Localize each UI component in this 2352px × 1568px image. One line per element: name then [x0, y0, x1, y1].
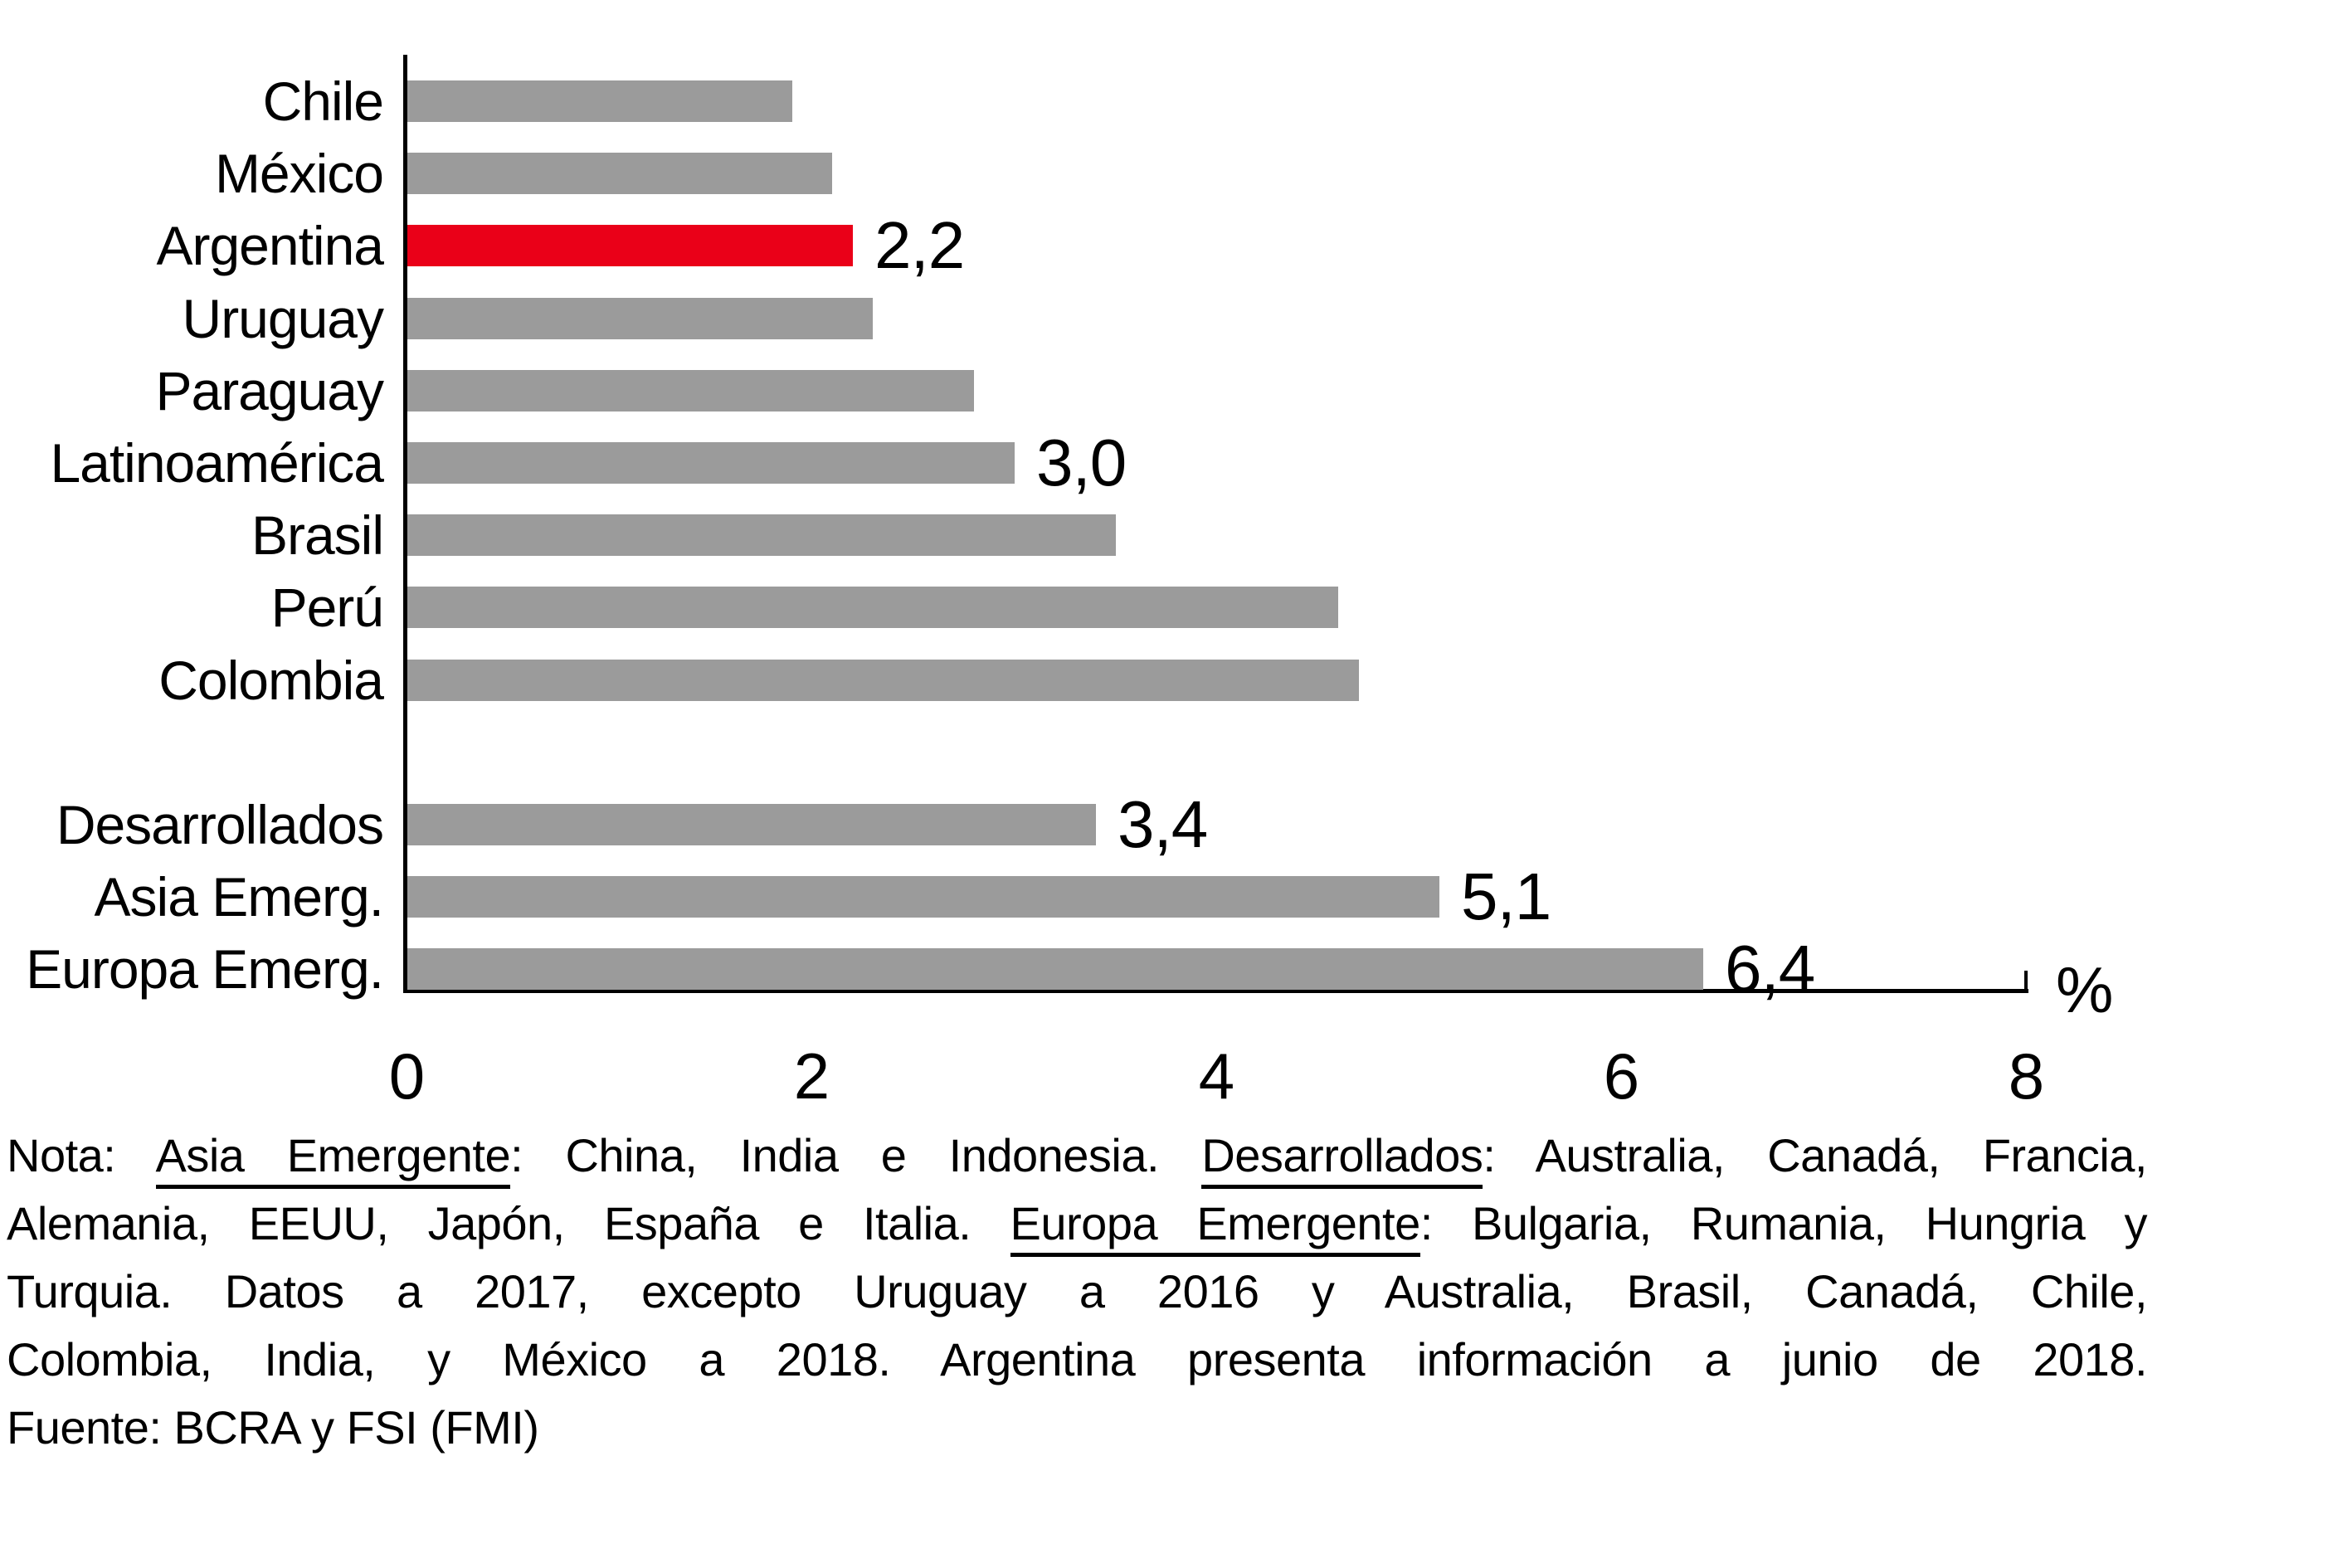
bar-series	[407, 587, 1338, 628]
x-tick-label: 4	[1198, 1040, 1234, 1113]
underlined-term: Desarrollados	[1201, 1129, 1483, 1189]
note-segment: Colombia, India, y México a 2018. Argent…	[7, 1333, 2148, 1385]
note-segment: : Bulgaria, Rumania, Hungria y	[1419, 1197, 2148, 1249]
category-label: Europa Emerg.	[26, 938, 384, 1000]
category-label: Brasil	[251, 504, 384, 566]
value-label: 5,1	[1461, 859, 1551, 933]
bar-series	[407, 514, 1116, 556]
x-tick-label: 0	[388, 1040, 425, 1113]
category-label: México	[214, 143, 384, 204]
axis-unit-label: %	[2056, 953, 2114, 1026]
bar-series	[407, 153, 832, 194]
category-label: Uruguay	[182, 288, 384, 349]
bar-series	[407, 370, 974, 411]
value-label: 2,2	[874, 208, 965, 282]
note-block: Nota: Asia Emergente: China, India e Ind…	[7, 1122, 2148, 1462]
note-segment: Alemania, EEUU, Japón, España e Italia.	[7, 1197, 1010, 1249]
x-axis-line	[403, 989, 2028, 993]
note-segment: Nota:	[7, 1129, 156, 1181]
bar-series	[407, 948, 1703, 990]
category-label: Argentina	[156, 215, 384, 276]
note-text-line: Alemania, EEUU, Japón, España e Italia. …	[7, 1190, 2148, 1258]
source-text: Fuente: BCRA y FSI (FMI)	[7, 1394, 2147, 1462]
note-segment: : Australia, Canadá, Francia,	[1483, 1129, 2147, 1181]
bar-series	[407, 660, 1359, 701]
note-segment: Turquia. Datos a 2017, excepto Uruguay a…	[7, 1265, 2148, 1317]
note-text-line: Nota: Asia Emergente: China, India e Ind…	[7, 1122, 2147, 1190]
category-label: Desarrollados	[56, 794, 384, 855]
note-segment: : China, India e Indonesia.	[510, 1129, 1202, 1181]
value-label: 3,0	[1036, 426, 1127, 499]
underlined-term: Europa Emergente	[1010, 1197, 1420, 1257]
y-axis-line	[403, 55, 407, 993]
note-text-line: Turquia. Datos a 2017, excepto Uruguay a…	[7, 1258, 2148, 1326]
underlined-term: Asia Emergente	[155, 1129, 511, 1189]
bar-highlight	[407, 225, 853, 266]
x-tick-label: 6	[1603, 1040, 1639, 1113]
note-segment: Fuente: BCRA y FSI (FMI)	[7, 1401, 539, 1454]
category-label: Paraguay	[155, 360, 384, 421]
x-tick-mark	[2024, 971, 2028, 990]
category-label: Asia Emerg.	[94, 866, 384, 928]
value-label: 3,4	[1118, 787, 1208, 861]
bar-series	[407, 298, 873, 339]
value-label: 6,4	[1725, 932, 1815, 1006]
category-label: Chile	[262, 71, 384, 132]
x-tick-label: 2	[793, 1040, 830, 1113]
x-tick-label: 8	[2008, 1040, 2044, 1113]
bar-series	[407, 876, 1439, 918]
category-label: Colombia	[158, 650, 384, 711]
category-label: Perú	[270, 577, 384, 638]
bar-series	[407, 442, 1015, 484]
category-label: Latinoamérica	[50, 432, 384, 494]
bar-series	[407, 80, 792, 122]
bar-series	[407, 804, 1096, 845]
note-text-line: Colombia, India, y México a 2018. Argent…	[7, 1326, 2148, 1394]
